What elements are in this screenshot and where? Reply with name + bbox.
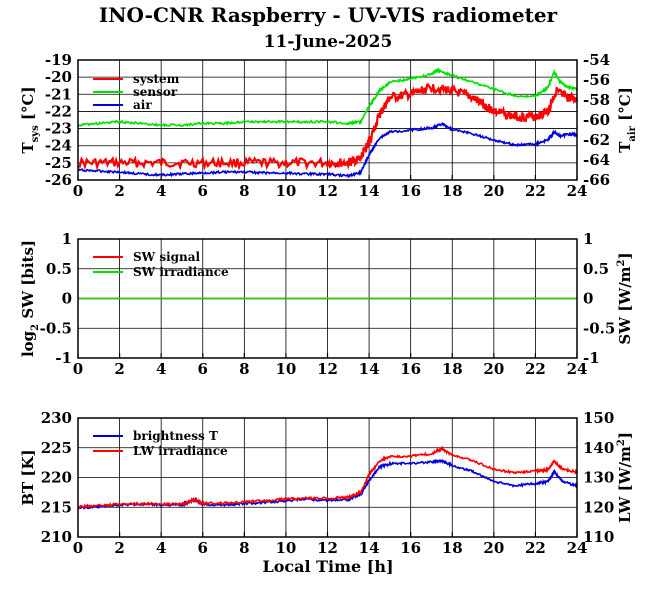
y2-tick-label: -0.5 (583, 319, 615, 337)
y2-axis-label: Tair [°C] (616, 87, 638, 153)
x-tick-label: 16 (400, 360, 421, 378)
legend-label: LW irradiance (133, 444, 228, 458)
y-tick-label: -22 (45, 102, 72, 120)
y2-tick-label: -66 (583, 171, 610, 189)
chart-title: INO-CNR Raspberry - UV-VIS radiometer (99, 3, 558, 27)
x-tick-label: 10 (275, 539, 296, 557)
y-tick-label: -23 (45, 120, 72, 138)
y-tick-label: -0.5 (40, 319, 72, 337)
x-tick-label: 12 (317, 360, 338, 378)
y2-axis-label: LW [W/m2] (616, 432, 634, 523)
series-line-system (77, 82, 579, 171)
y2-tick-label: 1 (583, 230, 593, 248)
x-tick-label: 8 (239, 360, 249, 378)
y2-tick-label: 0.5 (583, 260, 609, 278)
x-tick-label: 20 (483, 539, 504, 557)
x-tick-label: 8 (239, 539, 249, 557)
x-tick-label: 24 (567, 539, 588, 557)
x-tick-label: 10 (275, 360, 296, 378)
x-tick-label: 20 (483, 360, 504, 378)
y2-tick-label: 130 (583, 469, 614, 487)
x-tick-label: 18 (442, 539, 463, 557)
y-tick-label: 1 (62, 230, 72, 248)
x-tick-label: 14 (359, 539, 380, 557)
x-tick-label: 0 (73, 539, 83, 557)
x-tick-label: 0 (73, 182, 83, 200)
y-tick-label: 0.5 (46, 260, 72, 278)
y-tick-label: 0 (62, 290, 72, 308)
y-tick-label: -21 (45, 85, 72, 103)
x-tick-label: 12 (317, 539, 338, 557)
y-tick-label: -24 (45, 137, 72, 155)
x-tick-label: 14 (359, 360, 380, 378)
y2-tick-label: -64 (583, 151, 610, 169)
x-tick-label: 10 (275, 182, 296, 200)
chart-subtitle: 11-June-2025 (264, 32, 393, 52)
panel-shortwave: 0 2 4 6 8 10 12 14 16 18 20 22 24-1-0.500.51-1-0.500… (19, 230, 634, 378)
x-tick-label: 24 (567, 360, 588, 378)
y2-tick-label: 120 (583, 498, 614, 516)
y-axis-label: log2 SW [bits] (19, 240, 41, 357)
y2-tick-label: 140 (583, 439, 614, 457)
y-tick-label: 225 (41, 439, 72, 457)
x-tick-label: 22 (525, 182, 546, 200)
x-tick-label: 18 (442, 182, 463, 200)
x-tick-label: 6 (198, 182, 208, 200)
x-tick-label: 24 (567, 182, 588, 200)
x-tick-label: 4 (156, 360, 166, 378)
series-line-lw-irradiance (77, 445, 578, 509)
y2-tick-label: -62 (583, 131, 610, 149)
y-tick-label: 230 (41, 409, 72, 427)
y2-tick-label: -1 (583, 349, 600, 367)
x-tick-label: 4 (156, 182, 166, 200)
x-tick-label: 2 (114, 182, 124, 200)
x-tick-label: 22 (525, 360, 546, 378)
x-axis-label: Local Time [h] (262, 557, 393, 576)
legend-label: sensor (133, 85, 178, 99)
y-tick-label: -19 (45, 51, 72, 69)
x-tick-label: 2 (114, 360, 124, 378)
x-tick-label: 18 (442, 360, 463, 378)
panel-temperature: 0 2 4 6 8 10 12 14 16 18 20 22 24-26-25-24-23-22-21-… (19, 51, 638, 200)
series-line-sensor (77, 66, 578, 128)
legend-label: brightness T (133, 429, 218, 443)
x-tick-label: 16 (400, 182, 421, 200)
x-tick-label: 14 (359, 182, 380, 200)
x-tick-label: 2 (114, 539, 124, 557)
y-tick-label: 220 (41, 469, 72, 487)
y2-tick-label: -60 (583, 111, 610, 129)
x-tick-label: 0 (73, 360, 83, 378)
series-line-air (77, 122, 578, 179)
x-tick-label: 22 (525, 539, 546, 557)
x-tick-label: 6 (198, 539, 208, 557)
legend-label: air (133, 98, 152, 112)
y-tick-label: -20 (45, 68, 72, 86)
y2-tick-label: 150 (583, 409, 614, 427)
y-tick-label: -25 (45, 154, 72, 172)
y-axis-label: Tsys [°C] (19, 86, 41, 153)
y2-tick-label: 110 (583, 528, 614, 546)
x-tick-label: 6 (198, 360, 208, 378)
y2-tick-label: -58 (583, 91, 610, 109)
panel-longwave: 0 2 4 6 8 10 12 14 16 18 20 22 242102152202252301101… (19, 409, 634, 557)
y2-tick-label: -54 (583, 51, 610, 69)
x-tick-label: 16 (400, 539, 421, 557)
y-tick-label: 210 (41, 528, 72, 546)
y-axis-label: BT [K] (19, 449, 37, 505)
x-tick-label: 12 (317, 182, 338, 200)
y-tick-label: -26 (45, 171, 72, 189)
x-tick-label: 4 (156, 539, 166, 557)
y2-axis-label: SW [W/m2] (616, 252, 634, 344)
x-tick-label: 20 (483, 182, 504, 200)
legend-label: SW signal (133, 250, 201, 264)
y-tick-label: -1 (55, 349, 72, 367)
legend-label: SW irradiance (133, 265, 229, 279)
y2-tick-label: 0 (583, 290, 593, 308)
y2-tick-label: -56 (583, 71, 610, 89)
y-tick-label: 215 (41, 498, 72, 516)
x-tick-label: 8 (239, 182, 249, 200)
legend-label: system (133, 72, 180, 86)
